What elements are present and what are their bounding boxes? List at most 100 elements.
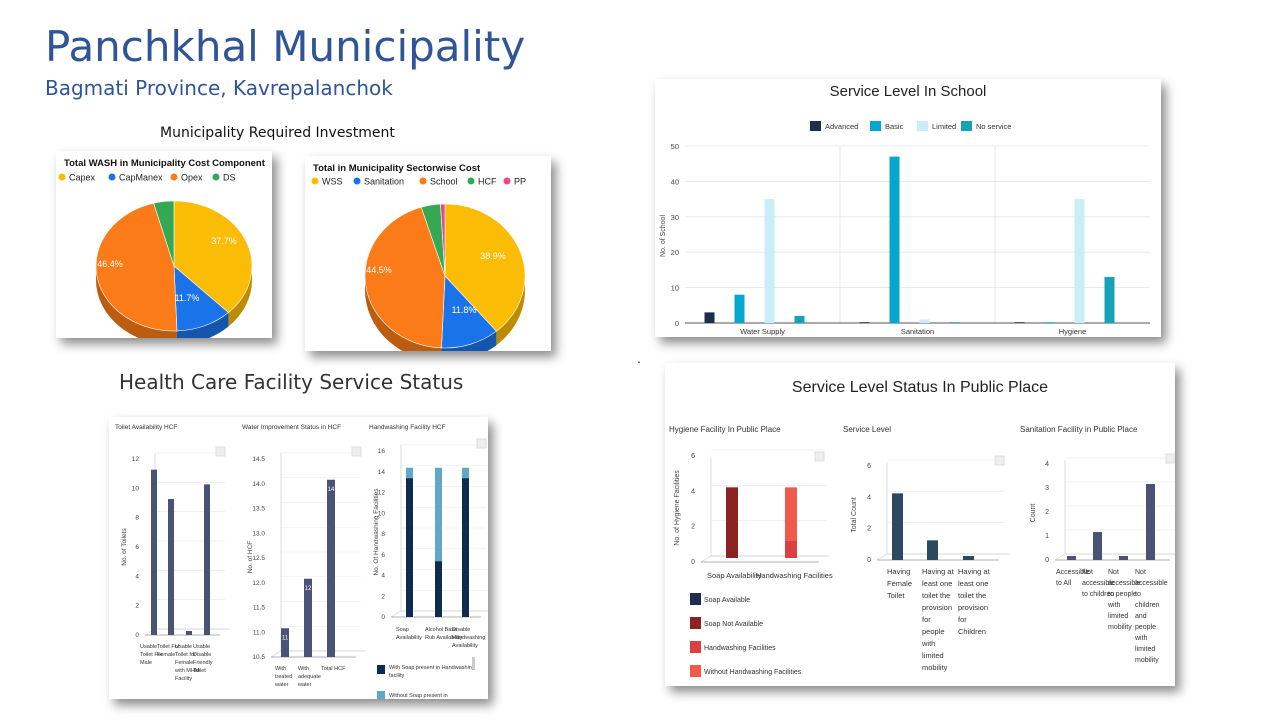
pie-sectorwise-chart: Total in Municipality Sectorwise Cost WSS… (311, 163, 526, 351)
x-tick-label: mobility (1108, 624, 1132, 631)
bar-with-soap (462, 478, 469, 617)
public-place-charts: Service Level Status In Public Place Hygi… (669, 379, 1175, 677)
bar-advanced (859, 322, 870, 323)
pie-data-label: 44.5% (366, 265, 392, 275)
axis-depth (876, 553, 888, 561)
x-tick-label: adequate (298, 674, 321, 680)
x-tick-label: Soap Availability (707, 571, 762, 580)
school-chart-title: Service Level In School (830, 83, 987, 100)
y-tick-label: 0 (675, 319, 679, 328)
x-tick-label: water (297, 682, 312, 688)
legend-swatch-pp (503, 177, 511, 185)
pie-side-capmanex (176, 312, 229, 338)
x-tick-label: to children (1082, 591, 1114, 598)
x-tick-label: Not (1135, 569, 1146, 576)
stray-dot: . (637, 350, 641, 366)
legend-swatch-capmanex (108, 173, 116, 181)
x-tick-label: Sanitation (901, 327, 934, 336)
x-tick-label: Female (887, 579, 912, 588)
x-tick-label: Handwashing (452, 635, 485, 641)
x-tick-label: Not (1082, 569, 1093, 576)
public-place-card: Service Level Status In Public Place Hygi… (665, 363, 1175, 686)
bar-service-level (927, 540, 938, 560)
pie-side-school (365, 276, 442, 351)
x-tick-label: to (1135, 591, 1141, 598)
x-tick-label: Total HCF (321, 666, 346, 672)
bar-soap-not-available (726, 487, 738, 558)
legend-swatch-sanitation (353, 177, 361, 185)
x-tick-label: Accessible (1056, 569, 1090, 576)
axis-depth (1054, 553, 1066, 561)
y-tick-label: 10 (132, 485, 140, 492)
legend-label: Advanced (825, 122, 858, 131)
hcf-toilet-title: Toilet Availability HCF (115, 424, 177, 431)
bar-toilet (168, 499, 174, 635)
x-tick-label: Soap (396, 627, 409, 633)
pie-title: Total WASH in Municipality Cost Componen… (64, 158, 266, 169)
x-tick-label: people (1135, 624, 1156, 631)
public-hygiene-title: Hygiene Facility In Public Place (669, 425, 781, 434)
legend-label-ds: DS (223, 173, 236, 183)
y-axis-label: No. Of Handwashing Facilities (373, 488, 380, 576)
x-tick-label: to people (1108, 591, 1137, 598)
bar-without-handwashing-facilities (785, 487, 797, 541)
legend-swatch (917, 121, 928, 131)
y-tick-label: 0 (1045, 557, 1049, 564)
legend-swatch (377, 691, 385, 699)
x-tick-label: to All (1056, 580, 1072, 587)
y-axis-label: No. of School (660, 215, 667, 257)
y-tick-label: 14 (378, 469, 386, 476)
axis-depth (390, 610, 402, 618)
pie-data-label: 37.7% (211, 236, 237, 246)
x-tick-label: provision (958, 603, 988, 612)
y-tick-label: 8 (135, 515, 139, 522)
y-tick-label: 6 (135, 544, 139, 551)
bar-no-service (949, 322, 960, 323)
legend-label-hcf: HCF (478, 177, 497, 187)
bar-data-label: 11 (282, 635, 289, 641)
legend-swatch (690, 665, 701, 677)
y-tick-label: 6 (691, 453, 695, 460)
y-tick-label: 12.5 (252, 555, 265, 562)
y-tick-label: 2 (867, 526, 871, 533)
x-tick-label: Handwashing Facilities (756, 571, 833, 580)
y-tick-label: 0 (691, 559, 695, 566)
y-tick-label: 20 (671, 248, 679, 257)
legend-swatch-school (419, 177, 427, 185)
y-tick-label: 10.5 (252, 654, 265, 661)
x-tick-label: Not (1108, 569, 1119, 576)
x-tick-label: children (1135, 602, 1160, 609)
x-tick-label: Having at (922, 567, 955, 576)
x-tick-label: Toilet For (157, 644, 180, 650)
y-tick-label: 10 (671, 284, 679, 293)
x-tick-label: treated (275, 674, 292, 680)
y-axis-label: No. of HCF (247, 541, 254, 574)
menu-box (814, 451, 825, 462)
bar-basic (734, 294, 745, 323)
y-tick-label: 14.5 (252, 456, 265, 463)
bar-with-soap (406, 478, 413, 617)
bar-no-service (1104, 276, 1115, 323)
y-tick-label: 1 (1045, 533, 1049, 540)
y-tick-label: 6 (381, 552, 385, 559)
x-tick-label: With (275, 666, 286, 672)
legend-label-pp: PP (514, 177, 526, 187)
legend-swatch-hcf (467, 177, 475, 185)
y-tick-label: 4 (1045, 461, 1049, 468)
menu-box (994, 455, 1005, 466)
bar-sanitation (1067, 556, 1076, 560)
investment-heading: Municipality Required Investment (160, 125, 395, 141)
legend-label: Without Soap present in (389, 693, 448, 699)
pie-slice-ds (153, 200, 175, 267)
legend-swatch (810, 121, 821, 131)
x-tick-label: Having at (958, 567, 991, 576)
x-tick-label: Having (887, 567, 910, 576)
menu-box (215, 446, 226, 457)
legend-label-opex: Opex (181, 173, 203, 183)
school-service-chart: Service Level In School Advanced Basic Limi… (660, 83, 1150, 336)
pie-slice-capex (173, 200, 253, 313)
legend-swatch (377, 665, 385, 674)
y-tick-label: 0 (381, 614, 385, 621)
y-tick-label: 4 (691, 488, 695, 495)
legend-label-wss: WSS (322, 177, 343, 187)
